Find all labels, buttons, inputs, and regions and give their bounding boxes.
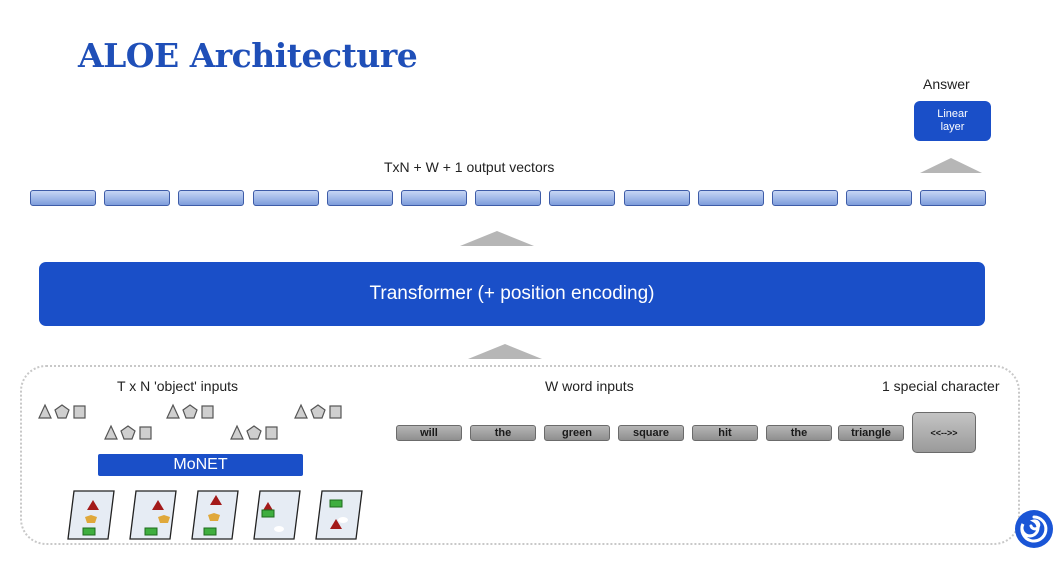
- inputs-region: [20, 365, 1020, 545]
- word-token: the: [470, 425, 536, 441]
- word-token-label: green: [562, 427, 592, 439]
- scene-frame: [67, 490, 115, 540]
- output-vectors-label: TxN + W + 1 output vectors: [384, 159, 555, 175]
- word-token: green: [544, 425, 610, 441]
- word-token: hit: [692, 425, 758, 441]
- arrow-up-icon: [920, 158, 982, 173]
- word-token-label: the: [494, 427, 512, 439]
- transformer-label: Transformer (+ position encoding): [369, 283, 655, 304]
- special-character-label: 1 special character: [882, 378, 1000, 394]
- output-vector-row: [30, 190, 990, 207]
- word-token-label: hit: [718, 427, 732, 439]
- word-token-label: triangle: [851, 427, 891, 439]
- arrow-up-icon: [460, 231, 534, 246]
- output-vector: [326, 190, 393, 206]
- word-inputs-label: W word inputs: [545, 378, 634, 394]
- output-vector: [252, 190, 319, 206]
- monet-block: MoNET: [98, 454, 303, 476]
- object-shapes-icon: [38, 403, 86, 419]
- special-token: <<-->>: [912, 412, 976, 453]
- output-vector: [549, 190, 616, 206]
- special-token-label: <<-->>: [930, 427, 958, 438]
- output-vector: [104, 190, 171, 206]
- word-token-label: will: [420, 427, 438, 439]
- answer-label: Answer: [923, 76, 970, 92]
- word-token: triangle: [838, 425, 904, 441]
- object-shapes-icon: [294, 403, 342, 419]
- output-vector: [30, 190, 96, 206]
- word-token: will: [396, 425, 462, 441]
- object-shapes-icon: [166, 403, 214, 419]
- output-vector: [623, 190, 690, 206]
- slide-title: ALOE Architecture: [78, 36, 418, 75]
- word-token-label: square: [632, 427, 670, 439]
- word-token: the: [766, 425, 832, 441]
- scene-frame: [315, 490, 363, 540]
- arrow-up-icon: [468, 344, 542, 359]
- scene-frame: [129, 490, 177, 540]
- output-vector: [475, 190, 542, 206]
- output-vector: [178, 190, 245, 206]
- output-vector: [920, 190, 987, 206]
- output-vector: [697, 190, 764, 206]
- word-token: square: [618, 425, 684, 441]
- scene-frame: [191, 490, 239, 540]
- linear-layer-line2: layer: [940, 121, 965, 133]
- monet-label: MoNET: [173, 456, 228, 473]
- object-shapes-icon: [104, 424, 152, 440]
- word-token-label: the: [790, 427, 808, 439]
- object-inputs-label: T x N 'object' inputs: [117, 378, 239, 394]
- scene-frame: [253, 490, 301, 540]
- transformer-block: Transformer (+ position encoding): [39, 262, 985, 326]
- linear-layer-box: Linear layer: [914, 101, 991, 141]
- object-shapes-icon: [230, 424, 278, 440]
- swirl-logo-icon: [1015, 510, 1053, 548]
- output-vector: [846, 190, 913, 206]
- output-vector: [772, 190, 838, 206]
- output-vector: [401, 190, 467, 206]
- linear-layer-line1: Linear: [937, 108, 968, 120]
